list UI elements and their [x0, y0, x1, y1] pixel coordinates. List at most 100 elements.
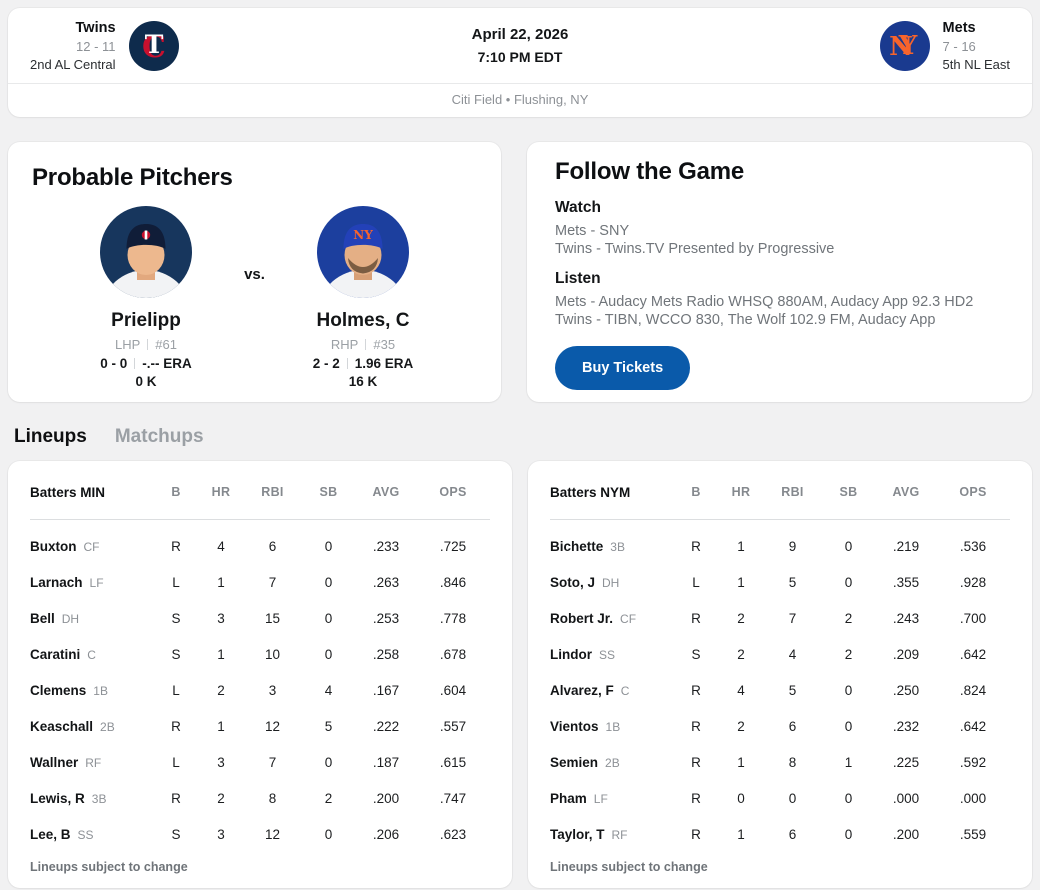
player-name[interactable]: Pham	[550, 790, 587, 806]
stat-bats: R	[691, 719, 701, 735]
stat-ops: .700	[959, 611, 987, 627]
lineup-row: Taylor, T RF R 1 6 0 .200 .559	[550, 817, 1010, 853]
pitcher-hand-number-home: RHP #35	[331, 337, 395, 352]
stat-sb: 0	[324, 611, 333, 627]
pitcher-number: #35	[373, 336, 396, 352]
twins-logo-icon[interactable]: C T	[128, 20, 179, 71]
lineup-row: Bell DH S 3 15 0 .253 .778	[30, 601, 490, 637]
broadcast-line: Twins - TIBN, WCCO 830, The Wolf 102.9 F…	[555, 312, 936, 329]
player-position: C	[87, 647, 96, 662]
stat-hr: 1	[217, 647, 225, 663]
player-name[interactable]: Soto, J	[550, 574, 596, 590]
player-position: LF	[593, 791, 608, 806]
pitcher-headshot-home[interactable]: NY	[316, 205, 409, 298]
column-header: RBI	[781, 485, 804, 500]
player-name[interactable]: Buxton	[30, 538, 77, 554]
stat-ops: .615	[439, 755, 467, 771]
stat-avg: .355	[892, 575, 920, 591]
player-name[interactable]: Wallner	[30, 754, 79, 770]
stat-rbi: 6	[788, 827, 797, 843]
stat-rbi: 0	[788, 791, 797, 807]
pitcher-hand: LHP	[115, 336, 141, 352]
follow-the-game-card: Follow the Game Watch Mets - SNY Twins - …	[527, 141, 1032, 402]
follow-the-game-title: Follow the Game	[555, 157, 745, 185]
lineup-table-header-min: Batters MIN B HR RBI SB AVG OPS	[30, 485, 490, 520]
stat-bats: S	[171, 827, 181, 843]
player-cell: Bell DH	[30, 610, 154, 628]
stat-hr: 1	[737, 827, 745, 843]
team-name-home[interactable]: Mets	[942, 20, 976, 36]
buy-tickets-button[interactable]: Buy Tickets	[555, 345, 691, 390]
pitcher-strikeouts-home: 16 K	[348, 373, 378, 389]
mets-logo-icon[interactable]: N Y	[879, 20, 930, 71]
broadcast-line: Mets - Audacy Mets Radio WHSQ 880AM, Aud…	[555, 293, 974, 310]
stat-bats: L	[172, 683, 180, 699]
player-position: 3B	[610, 539, 625, 554]
pitcher-headshot-away[interactable]	[100, 205, 192, 298]
player-cell: Lindor SS	[550, 646, 674, 664]
player-name[interactable]: Alvarez, F	[550, 682, 614, 698]
pitcher-hand: RHP	[330, 336, 359, 352]
lineup-table-title-nym: Batters NYM	[550, 484, 631, 500]
stat-hr: 1	[217, 575, 225, 591]
column-header: OPS	[439, 485, 467, 500]
stat-ops: .725	[439, 539, 467, 555]
stat-bats: R	[171, 539, 181, 555]
stat-avg: .263	[372, 575, 400, 591]
stat-hr: 4	[217, 539, 225, 555]
stat-avg: .000	[892, 791, 920, 807]
player-name[interactable]: Lewis, R	[30, 790, 85, 806]
lineup-row: Lewis, R 3B R 2 8 2 .200 .747	[30, 781, 490, 817]
stat-hr: 2	[737, 719, 745, 735]
tab-lineups[interactable]: Lineups	[14, 425, 87, 447]
stat-avg: .206	[372, 827, 400, 843]
stat-rbi: 15	[264, 611, 281, 627]
stat-sb: 2	[844, 647, 853, 663]
player-name[interactable]: Taylor, T	[550, 826, 605, 842]
stat-rbi: 6	[788, 719, 797, 735]
team-name-away[interactable]: Twins	[75, 20, 116, 36]
player-cell: Keaschall 2B	[30, 718, 154, 736]
player-name[interactable]: Lindor	[550, 646, 592, 662]
player-name[interactable]: Robert Jr.	[550, 610, 614, 626]
player-name[interactable]: Bell	[30, 610, 55, 626]
player-name[interactable]: Lee, B	[30, 826, 71, 842]
pitcher-record: 0 - 0	[100, 355, 128, 371]
player-name[interactable]: Semien	[550, 754, 599, 770]
player-cell: Bichette 3B	[550, 538, 674, 556]
stat-ops: .536	[959, 539, 987, 555]
lineup-row: Lindor SS S 2 4 2 .209 .642	[550, 637, 1010, 673]
lineup-row: Bichette 3B R 1 9 0 .219 .536	[550, 529, 1010, 565]
player-name[interactable]: Caratini	[30, 646, 81, 662]
column-header: B	[171, 485, 181, 500]
stat-sb: 0	[324, 539, 333, 555]
stat-hr: 3	[217, 611, 225, 627]
player-name[interactable]: Larnach	[30, 574, 83, 590]
pitchers-row: Prielipp LHP #61 0 - 0 -.-- ERA 0 K vs.	[32, 205, 477, 390]
pitcher-name-home[interactable]: Holmes, C	[316, 309, 410, 331]
game-date: April 22, 2026	[471, 26, 569, 44]
player-cell: Buxton CF	[30, 538, 154, 556]
lineup-footnote-min: Lineups subject to change	[30, 859, 188, 874]
player-name[interactable]: Vientos	[550, 718, 599, 734]
player-cell: Lewis, R 3B	[30, 790, 154, 808]
stat-bats: R	[691, 827, 701, 843]
lineup-row: Pham LF R 0 0 0 .000 .000	[550, 781, 1010, 817]
pitcher-hand-number-away: LHP #61	[115, 337, 177, 352]
stat-sb: 1	[844, 755, 853, 771]
tab-matchups[interactable]: Matchups	[114, 425, 204, 447]
column-header: AVG	[892, 485, 920, 500]
pitcher-name-away[interactable]: Prielipp	[111, 309, 181, 331]
stat-hr: 4	[737, 683, 745, 699]
pitcher-era: 1.96 ERA	[354, 355, 414, 371]
player-name[interactable]: Bichette	[550, 538, 604, 554]
stat-bats: S	[171, 611, 181, 627]
stat-rbi: 7	[788, 611, 797, 627]
stat-avg: .258	[372, 647, 400, 663]
stat-ops: .824	[959, 683, 987, 699]
team-info-away: Twins 12 - 11 2nd AL Central	[30, 18, 116, 74]
vs-label: vs.	[244, 266, 265, 284]
player-name[interactable]: Keaschall	[30, 718, 94, 734]
player-name[interactable]: Clemens	[30, 682, 87, 698]
